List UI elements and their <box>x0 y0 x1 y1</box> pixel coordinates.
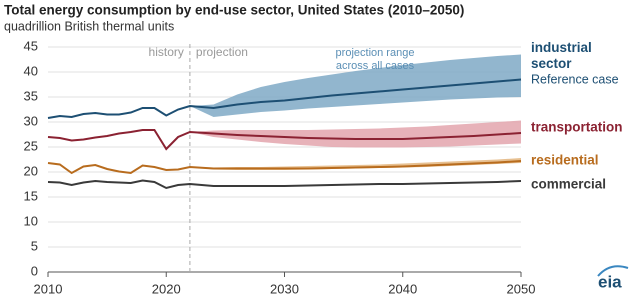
chart-title: Total energy consumption by end-use sect… <box>4 3 464 18</box>
x-tick-label: 2040 <box>388 281 417 296</box>
projection-label: projection <box>196 45 248 59</box>
series-label: commercial <box>531 177 606 192</box>
logo-arc <box>597 265 629 277</box>
x-tick-label: 2010 <box>34 281 63 296</box>
x-tick-label: 2030 <box>270 281 299 296</box>
series-label: industrial sector <box>531 40 592 71</box>
y-tick-label: 25 <box>24 138 38 153</box>
projection-band <box>189 158 521 170</box>
series-line <box>47 78 522 119</box>
y-tick-label: 10 <box>24 213 38 228</box>
y-tick-label: 30 <box>24 113 38 128</box>
range-annotation: projection range across all cases <box>336 47 415 72</box>
series-line <box>47 129 522 151</box>
y-tick-label: 0 <box>31 263 38 278</box>
series-label: residential <box>531 153 599 168</box>
y-tick-label: 35 <box>24 88 38 103</box>
y-tick-label: 40 <box>24 63 38 78</box>
reference-label: Reference case <box>531 72 619 86</box>
range-annotation-line: across all cases <box>336 60 415 72</box>
y-tick-label: 5 <box>31 238 38 253</box>
history-label: history <box>149 45 184 59</box>
source-logo: eia <box>598 272 622 291</box>
y-tick-label: 45 <box>24 38 38 53</box>
y-tick-label: 15 <box>24 188 38 203</box>
x-tick-label: 2050 <box>507 281 536 296</box>
series-line <box>47 179 522 190</box>
series-line <box>47 160 522 175</box>
y-tick-label: 20 <box>24 163 38 178</box>
x-tick-label: 2020 <box>152 281 181 296</box>
chart-subtitle: quadrillion British thermal units <box>4 19 174 33</box>
projection-band <box>189 120 521 148</box>
series-label: transportation <box>531 120 623 135</box>
range-annotation-line: projection range <box>336 47 415 59</box>
